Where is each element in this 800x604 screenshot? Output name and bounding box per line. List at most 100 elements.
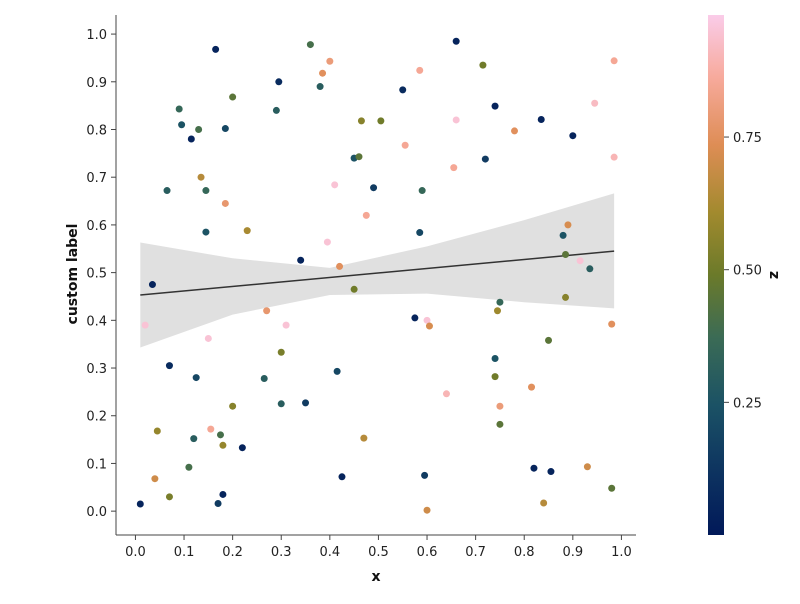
- scatter-point: [185, 463, 193, 471]
- scatter-point: [491, 373, 499, 381]
- scatter-point: [192, 374, 200, 382]
- colorbar-tick-label: 0.75: [733, 131, 762, 146]
- scatter-point: [496, 402, 504, 410]
- scatter-point: [275, 78, 283, 86]
- scatter-point: [540, 499, 548, 507]
- x-axis-title: x: [371, 569, 380, 585]
- scatter-point: [496, 420, 504, 428]
- scatter-point: [190, 435, 198, 443]
- scatter-point: [141, 321, 149, 329]
- y-tick-label: 0.0: [86, 505, 107, 520]
- y-tick-label: 0.4: [86, 314, 107, 329]
- scatter-point: [153, 427, 161, 435]
- y-tick-label: 0.3: [86, 362, 107, 377]
- scatter-point: [423, 316, 431, 324]
- confidence-band-layer: [140, 193, 615, 348]
- x-tick-label: 0.5: [368, 545, 389, 560]
- scatter-point: [319, 69, 327, 77]
- scatter-point: [243, 227, 251, 235]
- scatter-point: [564, 221, 572, 229]
- y-tick-label: 0.8: [86, 123, 107, 138]
- scatter-point: [202, 228, 210, 236]
- x-tick-label: 0.6: [417, 545, 438, 560]
- scatter-point: [151, 475, 159, 483]
- scatter-point: [204, 334, 212, 342]
- x-tick-label: 0.8: [514, 545, 535, 560]
- scatter-point: [219, 490, 227, 498]
- scatter-point: [277, 348, 285, 356]
- scatter-point: [491, 354, 499, 362]
- scatter-point: [377, 117, 385, 125]
- scatter-point: [238, 444, 246, 452]
- scatter-point: [360, 434, 368, 442]
- scatter-point: [421, 471, 429, 479]
- scatter-point: [583, 463, 591, 471]
- scatter-point: [576, 257, 584, 265]
- scatter-point: [338, 473, 346, 481]
- scatter-point: [331, 181, 339, 189]
- scatter-point: [326, 57, 334, 65]
- scatter-point: [336, 262, 344, 270]
- scatter-point: [178, 121, 186, 129]
- colorbar-tick-label: 0.50: [733, 264, 762, 279]
- regression-line: [140, 250, 615, 296]
- y-axis-title: custom label: [65, 224, 81, 325]
- scatter-point: [479, 61, 487, 69]
- scatter-point: [323, 238, 331, 246]
- scatter-point: [195, 125, 203, 133]
- y-tick-label: 0.1: [86, 457, 107, 472]
- scatter-point: [207, 425, 215, 433]
- scatter-point: [214, 500, 222, 508]
- colorbar-gradient: [708, 15, 724, 535]
- scatter-points-layer: [136, 37, 618, 514]
- x-tick-label: 0.7: [465, 545, 486, 560]
- scatter-point: [610, 57, 618, 65]
- colorbar-tick-label: 0.25: [733, 396, 762, 411]
- scatter-point: [452, 116, 460, 124]
- scatter-point: [263, 307, 271, 315]
- scatter-point: [165, 493, 173, 501]
- scatter-point: [416, 66, 424, 74]
- scatter-point: [401, 141, 409, 149]
- x-tick-label: 0.9: [562, 545, 583, 560]
- axes-layer: 0.0 0.1 0.2 0.3 0.4 0.5 0.6 0.7 0.8 0.9 1.0 0.0 0.1 0…: [86, 15, 636, 560]
- scatter-point: [302, 399, 310, 407]
- scatter-point: [370, 184, 378, 192]
- scatter-point: [423, 506, 431, 514]
- scatter-point: [545, 336, 553, 344]
- scatter-point: [562, 293, 570, 301]
- y-tick-label: 0.6: [86, 219, 107, 234]
- scatter-point: [411, 314, 419, 322]
- colorbar: 0.25 0.50 0.75: [708, 15, 762, 535]
- scatter-point: [418, 187, 426, 195]
- scatter-point: [216, 431, 224, 439]
- scatter-point: [452, 37, 460, 45]
- y-tick-label: 0.2: [86, 410, 107, 425]
- scatter-point: [511, 127, 519, 135]
- scatter-point: [277, 400, 285, 408]
- scatter-point: [175, 105, 183, 113]
- scatter-point: [148, 281, 156, 289]
- x-tick-label: 1.0: [611, 545, 632, 560]
- scatter-point: [229, 93, 237, 101]
- x-tick-label: 0.0: [125, 545, 146, 560]
- scatter-point: [537, 115, 545, 123]
- scatter-point: [212, 45, 220, 53]
- scatter-point: [260, 375, 268, 383]
- scatter-point: [608, 320, 616, 328]
- scatter-point: [442, 390, 450, 398]
- scatter-point: [547, 468, 555, 476]
- scatter-point: [272, 106, 280, 114]
- scatter-point: [350, 285, 358, 293]
- scatter-point: [187, 135, 195, 143]
- scatter-point: [306, 41, 314, 49]
- scatter-point: [610, 153, 618, 161]
- scatter-point: [357, 117, 365, 125]
- confidence-band: [140, 193, 615, 348]
- scatter-point: [591, 99, 599, 107]
- y-tick-label: 1.0: [86, 28, 107, 43]
- x-tick-label: 0.3: [271, 545, 292, 560]
- y-tick-label: 0.7: [86, 171, 107, 186]
